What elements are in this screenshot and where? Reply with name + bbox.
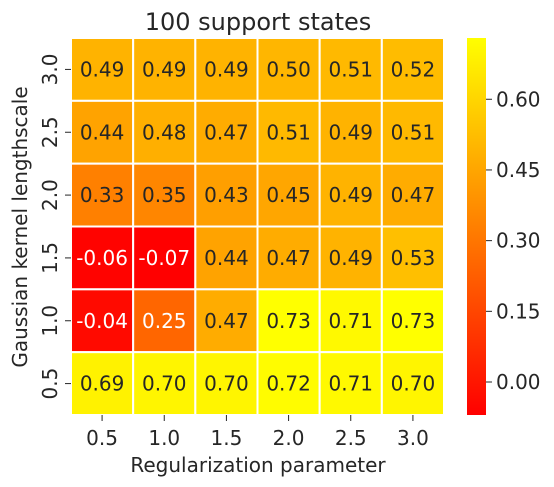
cell-value-label: 0.49 [328, 246, 373, 270]
y-tick-label: 2.0 [38, 179, 62, 211]
cell-value-label: 0.49 [328, 183, 373, 207]
heatmap-cell [132, 225, 197, 291]
colorbar-tick-label: 0.30 [496, 229, 541, 253]
cell-value-label: 0.44 [204, 246, 249, 270]
cell-value-label: 0.44 [80, 120, 125, 144]
cell-value-label: 0.70 [142, 372, 187, 396]
x-tick-label: 0.5 [86, 426, 118, 450]
y-axis-ticks: 3.0 2.5 2.0 1.5 1.0 0.5 [38, 54, 71, 400]
colorbar-tick-label: 0.00 [496, 370, 541, 394]
heatmap-cell [132, 162, 197, 228]
heatmap-cell [318, 162, 383, 228]
colorbar [467, 38, 486, 415]
cell-value-label: 0.45 [266, 183, 311, 207]
colorbar-tick-label: 0.60 [496, 87, 541, 111]
cell-value-label: 0.71 [328, 309, 373, 333]
heatmap-cells [70, 37, 446, 416]
cell-value-label: 0.47 [204, 309, 249, 333]
cell-value-label: 0.47 [391, 183, 436, 207]
cell-value-label: 0.35 [142, 183, 187, 207]
cell-value-label: -0.04 [76, 309, 128, 333]
x-axis-label: Regularization parameter [130, 453, 386, 477]
cell-value-label: 0.51 [328, 57, 373, 81]
cell-value-label: 0.73 [391, 309, 436, 333]
heatmap-cell [318, 225, 383, 291]
x-tick-label: 1.0 [148, 426, 180, 450]
cell-value-label: 0.47 [266, 246, 311, 270]
cell-value-label: 0.70 [204, 372, 249, 396]
colorbar-ticks: 0.00 0.15 0.30 0.45 0.60 [486, 87, 541, 394]
cell-value-label: 0.33 [80, 183, 125, 207]
heatmap-cell [70, 225, 135, 291]
heatmap-cell [380, 99, 446, 165]
cell-value-label: 0.53 [391, 246, 436, 270]
cell-value-label: 0.69 [80, 372, 125, 396]
heatmap-cell [256, 225, 321, 291]
y-tick-label: 1.5 [38, 242, 62, 274]
cell-value-label: -0.06 [76, 246, 128, 270]
heatmap-cell [380, 37, 446, 102]
heatmap-cell [380, 351, 446, 416]
x-tick-label: 2.5 [335, 426, 367, 450]
x-tick-label: 2.0 [273, 426, 305, 450]
y-tick-label: 0.5 [38, 368, 62, 400]
heatmap-cell-labels: 0.49 0.49 0.49 0.50 0.51 0.52 0.44 0.48 0.47 0.51… [76, 57, 435, 395]
cell-value-label: 0.73 [266, 309, 311, 333]
heatmap-cell [194, 225, 259, 291]
colorbar-tick-label: 0.15 [496, 299, 541, 323]
heatmap-cell [318, 288, 383, 354]
heatmap-cell [70, 351, 135, 416]
cell-value-label: 0.50 [266, 57, 311, 81]
colorbar-tick-label: 0.45 [496, 158, 541, 182]
cell-value-label: 0.72 [266, 372, 311, 396]
cell-value-label: 0.49 [142, 57, 187, 81]
y-axis-label: Gaussian kernel lengthscale [8, 86, 32, 367]
x-tick-label: 1.5 [211, 426, 243, 450]
cell-value-label: -0.07 [138, 246, 190, 270]
y-tick-label: 2.5 [38, 116, 62, 148]
cell-value-label: 0.43 [204, 183, 249, 207]
heatmap-cell [132, 99, 197, 165]
cell-value-label: 0.48 [142, 120, 187, 144]
x-tick-label: 3.0 [397, 426, 429, 450]
heatmap-cell [380, 288, 446, 354]
heatmap-cell [256, 99, 321, 165]
cell-value-label: 0.49 [204, 57, 249, 81]
cell-value-label: 0.49 [328, 120, 373, 144]
cell-value-label: 0.49 [80, 57, 125, 81]
y-tick-label: 3.0 [38, 54, 62, 86]
cell-value-label: 0.51 [391, 120, 436, 144]
heatmap-cell [380, 225, 446, 291]
y-tick-label: 1.0 [38, 305, 62, 337]
heatmap-cell [194, 288, 259, 354]
cell-value-label: 0.47 [204, 120, 249, 144]
heatmap-cell [256, 162, 321, 228]
cell-value-label: 0.52 [391, 57, 436, 81]
heatmap-cell [380, 162, 446, 228]
heatmap-cell [132, 37, 197, 102]
cell-value-label: 0.51 [266, 120, 311, 144]
cell-value-label: 0.71 [328, 372, 373, 396]
cell-value-label: 0.25 [142, 309, 187, 333]
cell-value-label: 0.70 [391, 372, 436, 396]
chart-title: 100 support states [145, 8, 372, 36]
x-axis-ticks: 0.5 1.0 1.5 2.0 2.5 3.0 [86, 415, 429, 450]
